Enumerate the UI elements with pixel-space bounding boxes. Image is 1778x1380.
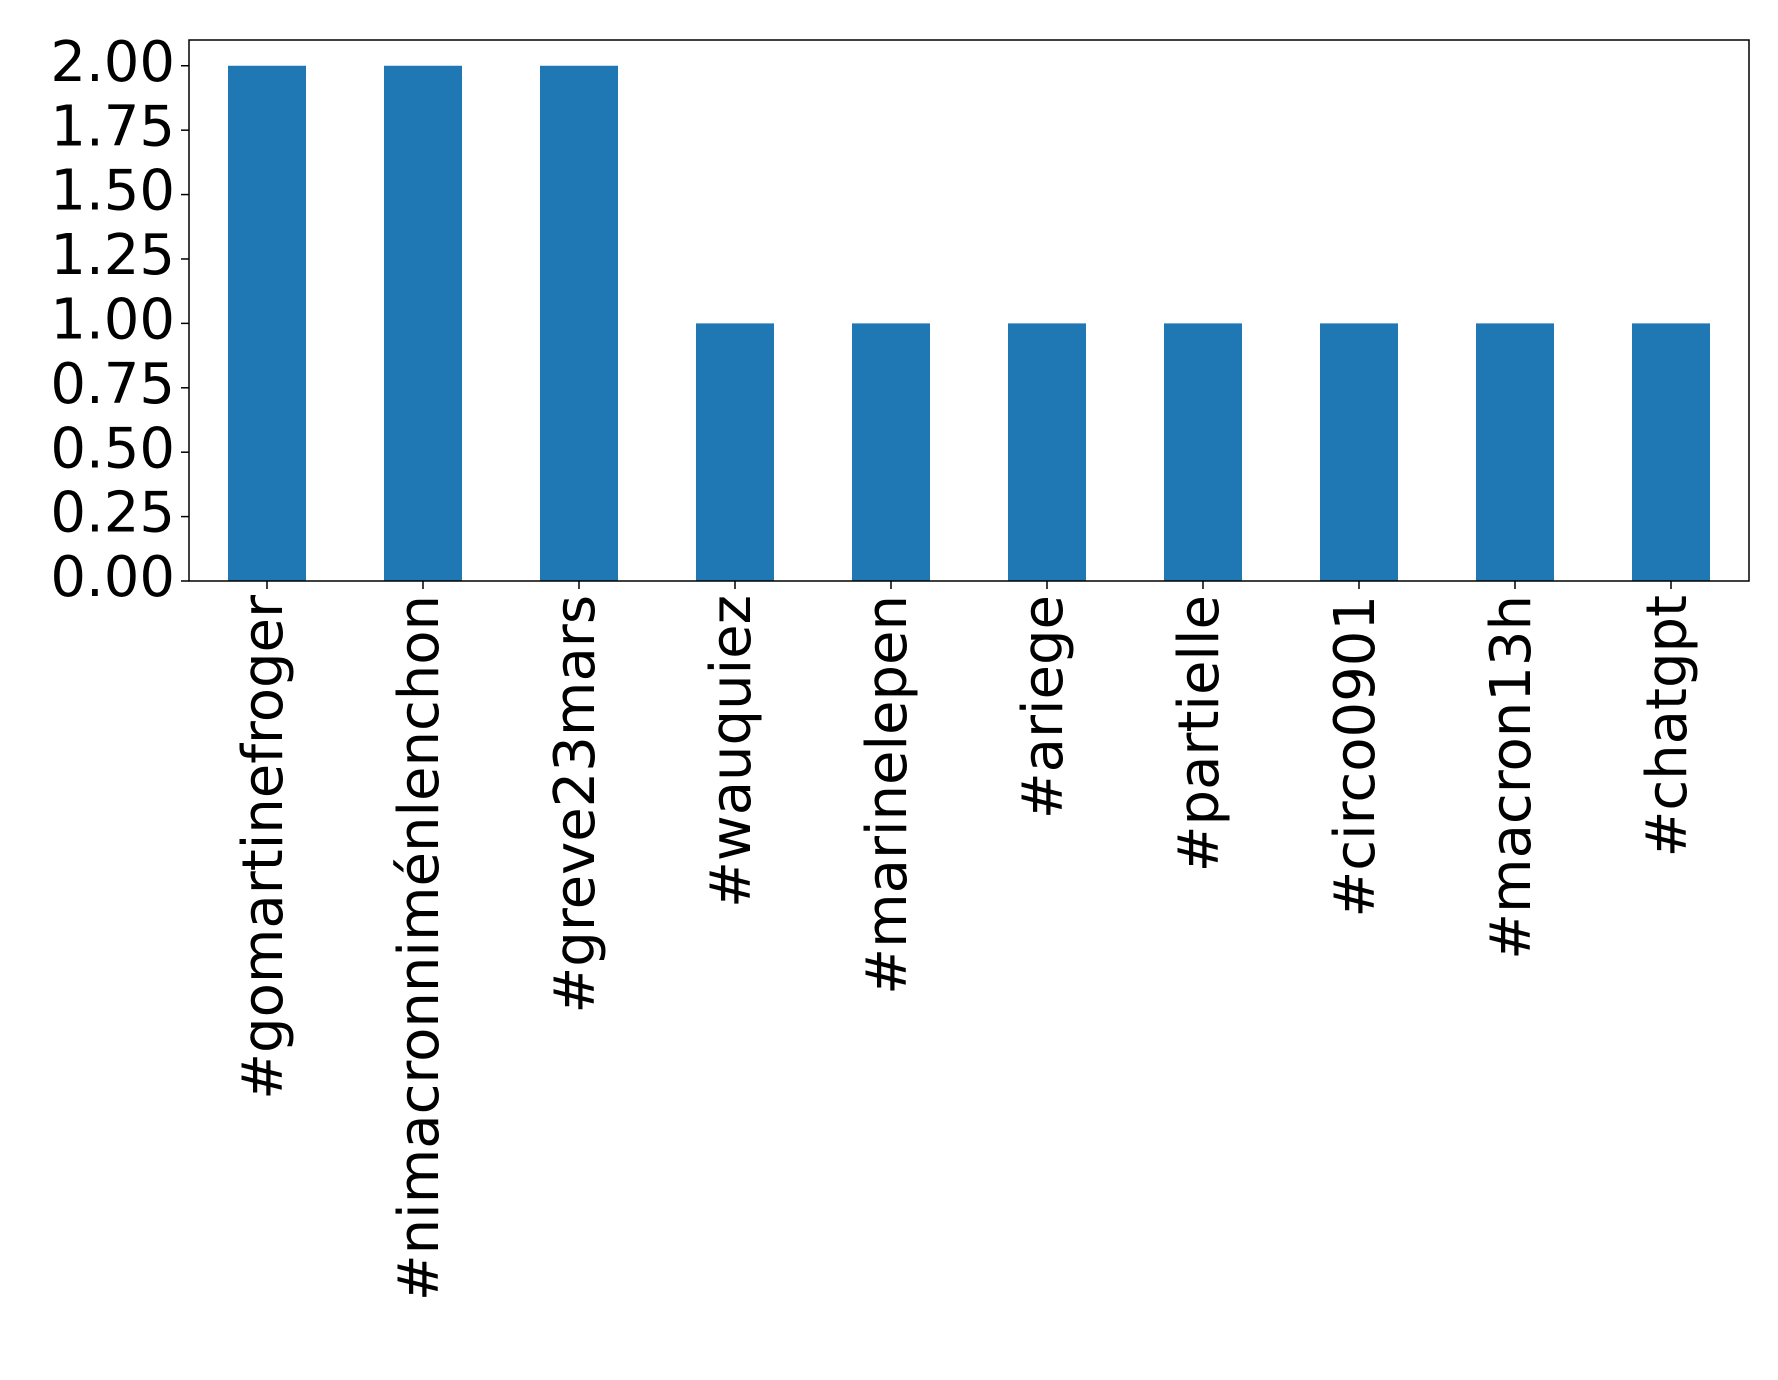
y-tick-label: 1.75: [50, 94, 175, 159]
x-tick-label: #partielle: [1167, 595, 1232, 872]
x-tick-label: #ariege: [1011, 595, 1076, 819]
y-tick-label: 0.25: [50, 481, 175, 546]
y-tick-label: 0.00: [50, 545, 175, 610]
y-tick-label: 0.75: [50, 352, 175, 417]
plot-frame: [188, 39, 1750, 582]
bar: [1164, 323, 1242, 581]
bar: [228, 65, 306, 581]
x-tick-label: #wauquiez: [699, 595, 764, 908]
x-tick-label: #macron13h: [1479, 595, 1544, 960]
y-tick-label: 1.25: [50, 223, 175, 288]
bar: [540, 65, 618, 581]
x-tick-label: #nimacronniménlenchon: [387, 595, 452, 1301]
x-tick-label: #chatgpt: [1635, 595, 1700, 858]
bar: [696, 323, 774, 581]
x-tick-label: #marinelepen: [855, 595, 920, 995]
y-tick-label: 1.50: [50, 159, 175, 224]
bar: [384, 65, 462, 581]
bar: [1476, 323, 1554, 581]
bar: [1320, 323, 1398, 581]
bar: [1008, 323, 1086, 581]
x-tick-label: #greve23mars: [543, 595, 608, 1014]
y-tick-label: 1.00: [50, 288, 175, 353]
y-tick-label: 2.00: [50, 30, 175, 95]
y-tick-label: 0.50: [50, 416, 175, 481]
bar: [1632, 323, 1710, 581]
x-tick-label: #gomartinefroger: [231, 594, 296, 1100]
bar: [852, 323, 930, 581]
x-tick-label: #circo0901: [1323, 595, 1388, 918]
